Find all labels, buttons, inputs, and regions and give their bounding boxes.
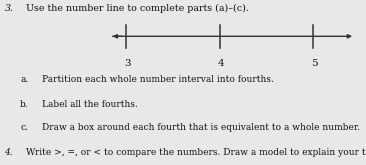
Text: Partition each whole number interval into fourths.: Partition each whole number interval int… (42, 75, 274, 84)
Text: Label all the fourths.: Label all the fourths. (42, 100, 138, 109)
Text: a.: a. (20, 75, 29, 84)
Text: c.: c. (20, 123, 28, 132)
Text: 4.: 4. (4, 148, 13, 157)
Text: 3: 3 (124, 59, 131, 68)
Text: Draw a box around each fourth that is equivalent to a whole number.: Draw a box around each fourth that is eq… (42, 123, 360, 132)
Text: 4: 4 (218, 59, 224, 68)
Text: 3.: 3. (4, 4, 14, 13)
Text: 5: 5 (311, 59, 318, 68)
Text: b.: b. (20, 100, 29, 109)
Text: Write >, =, or < to compare the numbers. Draw a model to explain your thinking.: Write >, =, or < to compare the numbers.… (26, 148, 366, 157)
Text: Use the number line to complete parts (a)–(c).: Use the number line to complete parts (a… (26, 4, 249, 13)
